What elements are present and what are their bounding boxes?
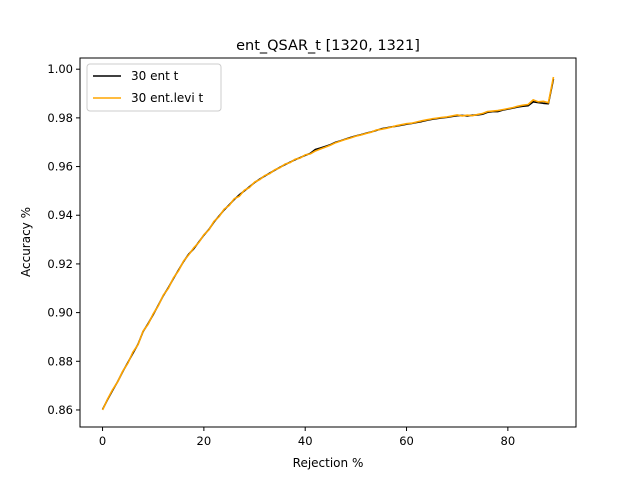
chart-title: ent_QSAR_t [1320, 1321] <box>236 38 420 54</box>
y-tick-label: 1.00 <box>47 62 73 76</box>
legend-label-series-1: 30 ent t <box>131 69 179 83</box>
y-tick-label: 0.96 <box>47 160 73 174</box>
plot-area <box>79 57 577 428</box>
plot-frame <box>79 57 577 428</box>
y-tick-label: 0.98 <box>47 111 73 125</box>
y-tick-label: 0.94 <box>47 208 73 222</box>
x-tick-label: 60 <box>399 434 414 448</box>
x-axis: 0 20 40 60 80 <box>99 427 515 448</box>
y-tick-label: 0.86 <box>47 403 73 417</box>
x-tick-label: 0 <box>99 434 106 448</box>
x-tick-label: 40 <box>298 434 313 448</box>
series-layer <box>101 76 555 411</box>
y-axis: 0.86 0.88 0.90 0.92 0.94 0.96 0.98 1.00 <box>47 62 80 417</box>
series-line-2 <box>101 76 555 411</box>
y-tick-label: 0.92 <box>47 257 73 271</box>
legend-label-series-2: 30 ent.levi t <box>131 91 204 105</box>
y-tick-label: 0.88 <box>47 354 73 368</box>
legend: 30 ent t 30 ent.levi t <box>86 63 222 112</box>
y-axis-label: Accuracy % <box>19 207 33 277</box>
x-tick-label: 20 <box>197 434 212 448</box>
x-axis-label: Rejection % <box>293 456 364 470</box>
y-tick-label: 0.90 <box>47 306 73 320</box>
x-tick-label: 80 <box>501 434 516 448</box>
